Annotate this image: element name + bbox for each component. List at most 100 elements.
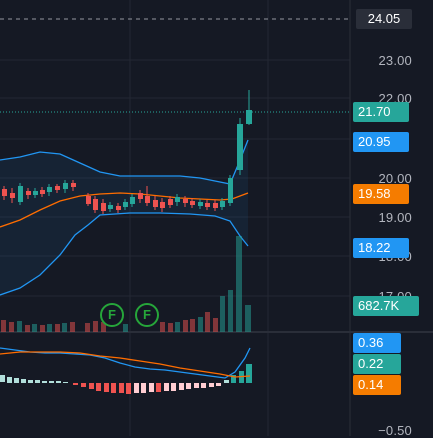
candle <box>168 196 173 208</box>
volume-bar <box>123 324 128 332</box>
histogram-bar <box>201 383 206 388</box>
volume-bar <box>25 325 30 332</box>
histogram-bar <box>246 364 252 383</box>
candle <box>228 175 233 206</box>
bb-lower-tag: 18.22 <box>353 238 409 258</box>
histogram-bar <box>73 383 78 385</box>
histogram-bar <box>141 383 146 393</box>
candle <box>246 90 252 125</box>
histogram-bar <box>179 383 184 390</box>
volume-bar <box>175 322 180 332</box>
histogram-bar <box>149 383 154 392</box>
histogram-bar <box>224 380 229 383</box>
volume-bar <box>228 290 233 332</box>
histogram-bar <box>156 383 161 392</box>
candle <box>175 194 180 206</box>
price-tick: −0.50 <box>378 423 412 438</box>
histogram-bar <box>0 375 5 382</box>
histogram-bar <box>164 383 169 391</box>
candle <box>130 194 135 207</box>
volume-bar <box>213 318 218 332</box>
volume-bar <box>168 323 173 332</box>
price-tick: 20.00 <box>378 171 412 186</box>
candle <box>40 187 45 197</box>
signal-line <box>0 351 251 378</box>
volume-bar <box>55 324 60 332</box>
candle <box>213 200 218 211</box>
price-tick: 19.00 <box>378 210 412 225</box>
histogram-bar <box>42 381 47 383</box>
volume-bar <box>32 324 37 332</box>
candle <box>153 196 158 210</box>
signal-tag: 0.14 <box>353 375 401 395</box>
candle <box>116 203 121 213</box>
histogram-bar <box>21 379 26 383</box>
candle <box>145 186 150 206</box>
candle <box>183 196 188 207</box>
volume-bar <box>190 319 195 332</box>
volume-tag: 682.7K <box>353 296 419 316</box>
macd-histogram <box>0 364 252 394</box>
volume-bar <box>62 323 67 332</box>
candle <box>220 198 225 210</box>
macd-tag: 0.36 <box>353 333 401 353</box>
volume-bar <box>198 317 203 332</box>
candle <box>33 188 38 198</box>
candle <box>237 118 243 175</box>
candle <box>26 188 31 199</box>
histogram-bar <box>111 383 116 393</box>
candles <box>2 90 252 214</box>
histogram-bar <box>209 383 214 387</box>
last-price-tag: 21.70 <box>353 102 409 122</box>
volume-bar <box>220 296 225 332</box>
candle <box>2 186 7 200</box>
bollinger-band-fill <box>0 140 248 295</box>
candle <box>71 180 76 191</box>
histogram-bar <box>231 375 236 383</box>
bollinger-basis-line <box>0 192 249 228</box>
histogram-bar <box>7 377 12 383</box>
candle <box>55 184 60 193</box>
macd-line <box>0 347 251 379</box>
histogram-bar <box>134 383 139 393</box>
histogram-bar <box>28 380 33 383</box>
histogram-tag: 0.22 <box>353 354 401 374</box>
price-tick: 23.00 <box>378 53 412 68</box>
earnings-marker-icon[interactable]: F <box>135 303 159 327</box>
histogram-bar <box>104 383 109 392</box>
volume-bar <box>40 325 45 332</box>
histogram-bar <box>171 383 176 391</box>
crosshair-price-tag: 24.05 <box>356 9 412 29</box>
volume-bar <box>17 321 22 332</box>
volume-bar <box>101 322 106 332</box>
bb-basis-tag: 19.58 <box>353 184 409 204</box>
histogram-bar <box>14 378 19 383</box>
volume-bar <box>1 320 6 332</box>
volume-bar <box>47 324 52 332</box>
candle <box>93 196 98 213</box>
bollinger-lower-line <box>0 212 249 296</box>
histogram-bar <box>96 383 101 391</box>
histogram-bar <box>126 383 131 394</box>
histogram-bar <box>49 381 54 383</box>
candle <box>47 184 52 196</box>
candle <box>198 199 203 209</box>
volume-bar <box>236 236 242 332</box>
candle <box>108 202 113 212</box>
volume-bar <box>93 321 98 332</box>
candle <box>123 199 128 210</box>
volume-bar <box>85 323 90 332</box>
histogram-bar <box>119 383 124 393</box>
candle <box>86 193 91 206</box>
histogram-bar <box>63 382 68 383</box>
bb-upper-tag: 20.95 <box>353 132 409 152</box>
histogram-bar <box>216 383 221 386</box>
volume-bar <box>245 305 251 332</box>
volume-bar <box>9 322 14 332</box>
candle <box>160 198 165 212</box>
earnings-marker-icon[interactable]: F <box>100 303 124 327</box>
bollinger-upper-line <box>0 139 249 185</box>
volume-bar <box>205 312 210 332</box>
